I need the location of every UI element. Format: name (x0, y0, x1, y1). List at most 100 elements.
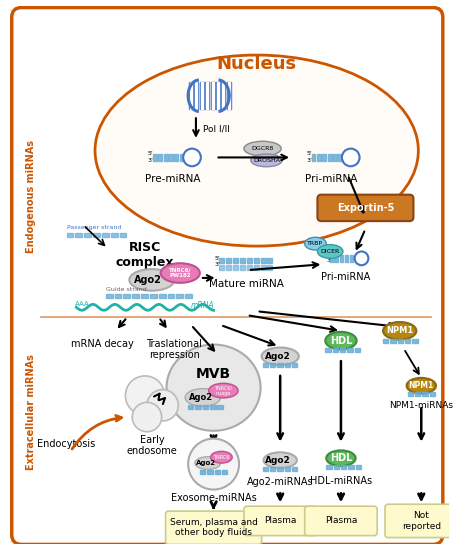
Bar (333, 153, 337, 161)
Bar (262, 363, 268, 367)
Circle shape (125, 376, 164, 415)
Bar (219, 258, 224, 263)
Text: Nucleus: Nucleus (217, 56, 297, 73)
Bar (227, 82, 231, 109)
Bar (196, 405, 201, 409)
Bar (189, 82, 193, 109)
Text: Plasma: Plasma (325, 516, 357, 525)
Bar (350, 255, 353, 262)
Bar (267, 258, 273, 263)
Bar (164, 153, 168, 161)
Bar (383, 339, 388, 343)
Bar (333, 349, 338, 353)
Bar (102, 233, 109, 237)
Bar (228, 82, 230, 109)
Circle shape (147, 389, 178, 421)
Bar (284, 363, 290, 367)
Bar (226, 265, 231, 270)
Bar (106, 294, 113, 298)
Bar (333, 465, 339, 469)
Text: TNRC6: TNRC6 (213, 455, 229, 460)
Bar (206, 82, 208, 109)
Bar (150, 294, 157, 298)
Bar (168, 294, 174, 298)
Bar (141, 294, 148, 298)
Text: Ago2-miRNAs: Ago2-miRNAs (247, 477, 314, 487)
Bar (326, 465, 332, 469)
Bar (153, 153, 157, 161)
Text: Extracellular miRNAs: Extracellular miRNAs (27, 354, 36, 470)
Text: Ago2: Ago2 (189, 393, 213, 402)
Text: 5': 5' (148, 151, 154, 157)
Text: TNRC6/
PW182: TNRC6/ PW182 (169, 268, 191, 278)
Bar (169, 153, 173, 161)
Text: AAA: AAA (75, 301, 89, 307)
FancyBboxPatch shape (12, 8, 443, 544)
Text: Pre-miRNA: Pre-miRNA (145, 174, 200, 184)
Bar (84, 233, 91, 237)
Bar (254, 265, 259, 270)
Text: Ago2: Ago2 (196, 460, 216, 466)
Text: Pol I/II: Pol I/II (203, 124, 229, 134)
Bar (188, 405, 193, 409)
Ellipse shape (262, 348, 299, 365)
Text: NPM1: NPM1 (409, 381, 434, 390)
Text: 5': 5' (326, 252, 331, 257)
Bar (344, 153, 348, 161)
Text: Not
reported: Not reported (402, 511, 441, 531)
Bar (216, 82, 220, 109)
Bar (317, 153, 321, 161)
Text: Plasma: Plasma (264, 516, 296, 525)
Bar (347, 349, 353, 353)
Bar (325, 349, 331, 353)
Text: NPM1: NPM1 (386, 326, 413, 336)
Bar (355, 465, 361, 469)
Text: Pri-miRNA: Pri-miRNA (321, 272, 371, 282)
Text: NPM1-miRNAs: NPM1-miRNAs (389, 402, 453, 410)
Text: Passenger strand: Passenger strand (66, 225, 121, 230)
Ellipse shape (167, 344, 261, 431)
Bar (430, 392, 435, 395)
Bar (340, 255, 344, 262)
Bar (398, 339, 403, 343)
Text: Ago2: Ago2 (134, 275, 162, 285)
Bar (219, 265, 224, 270)
Text: DICER: DICER (321, 249, 340, 254)
Bar (207, 470, 213, 474)
Bar (267, 265, 273, 270)
Bar (196, 82, 197, 109)
Bar (200, 82, 204, 109)
Bar (340, 349, 345, 353)
Text: 5': 5' (214, 256, 220, 261)
Ellipse shape (263, 452, 297, 468)
Bar (185, 294, 192, 298)
Circle shape (354, 251, 368, 265)
Bar (124, 294, 130, 298)
Bar (261, 258, 266, 263)
Text: Early
endosome: Early endosome (126, 434, 177, 456)
Text: mRNA decay: mRNA decay (71, 339, 134, 349)
Bar (210, 405, 216, 409)
Bar (114, 294, 121, 298)
Bar (111, 233, 118, 237)
FancyBboxPatch shape (305, 506, 377, 536)
Bar (203, 405, 208, 409)
Bar (214, 470, 220, 474)
Bar (405, 339, 410, 343)
Bar (390, 339, 396, 343)
Bar (120, 233, 126, 237)
Text: Ago2: Ago2 (265, 352, 291, 361)
Bar (277, 363, 283, 367)
Bar (328, 153, 332, 161)
Text: 3': 3' (148, 158, 154, 163)
Text: HDL: HDL (330, 336, 352, 345)
Text: Guide strand: Guide strand (106, 287, 147, 292)
Bar (233, 258, 238, 263)
Bar (277, 467, 283, 471)
Bar (345, 255, 348, 262)
Text: Pri-miRNA: Pri-miRNA (305, 174, 357, 184)
Bar (292, 467, 297, 471)
Bar (201, 82, 203, 109)
Text: 3': 3' (326, 258, 331, 263)
Bar (422, 392, 428, 395)
